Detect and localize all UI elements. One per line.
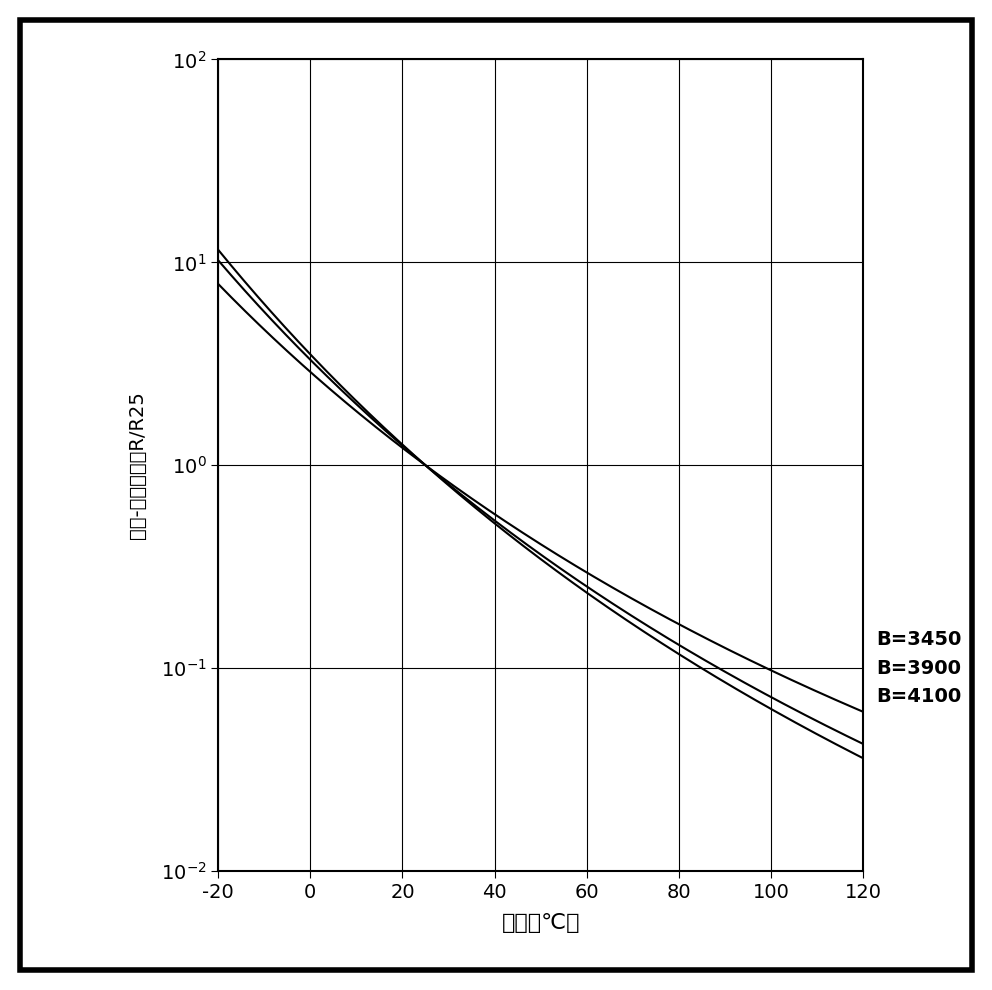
X-axis label: 温度（℃）: 温度（℃） <box>501 913 580 934</box>
Text: B=3450: B=3450 <box>876 631 961 649</box>
Text: B=3900: B=3900 <box>876 658 961 678</box>
Y-axis label: 电阮-温度特性，R∕R25: 电阮-温度特性，R∕R25 <box>128 391 147 540</box>
Text: B=4100: B=4100 <box>876 687 961 706</box>
